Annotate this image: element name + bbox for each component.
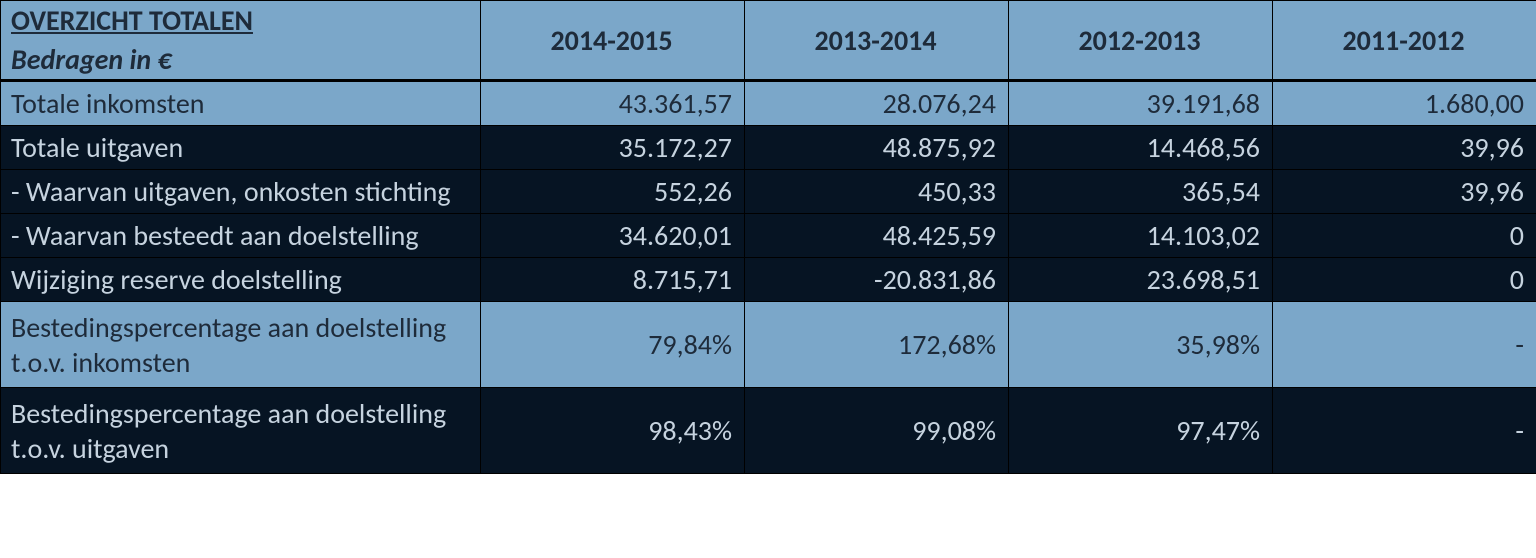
cell-value: -20.831,86	[745, 258, 1009, 302]
row-label: Totale inkomsten	[1, 81, 481, 126]
col-header-2: 2012-2013	[1009, 1, 1273, 81]
row-label: Bestedingspercentage aan doelstelling t.…	[1, 388, 481, 474]
header-row-1: OVERZICHT TOTALEN 2014-2015 2013-2014 20…	[1, 1, 1536, 41]
col-header-3: 2011-2012	[1273, 1, 1536, 81]
col-header-0: 2014-2015	[481, 1, 745, 81]
table-row: Wijziging reserve doelstelling8.715,71-2…	[1, 258, 1536, 302]
cell-value: 14.468,56	[1009, 126, 1273, 170]
cell-value: 99,08%	[745, 388, 1009, 474]
row-label: Totale uitgaven	[1, 126, 481, 170]
cell-value: 48.875,92	[745, 126, 1009, 170]
cell-value: 450,33	[745, 170, 1009, 214]
cell-value: 35.172,27	[481, 126, 745, 170]
row-label: - Waarvan besteedt aan doelstelling	[1, 214, 481, 258]
cell-value: 97,47%	[1009, 388, 1273, 474]
table-row: Bestedingspercentage aan doelstelling t.…	[1, 302, 1536, 388]
row-label: Wijziging reserve doelstelling	[1, 258, 481, 302]
cell-value: 34.620,01	[481, 214, 745, 258]
table-row: - Waarvan uitgaven, onkosten stichting55…	[1, 170, 1536, 214]
row-label: - Waarvan uitgaven, onkosten stichting	[1, 170, 481, 214]
table-row: - Waarvan besteedt aan doelstelling34.62…	[1, 214, 1536, 258]
cell-value: -	[1273, 302, 1536, 388]
col-header-1: 2013-2014	[745, 1, 1009, 81]
overzicht-totalen-table: OVERZICHT TOTALEN 2014-2015 2013-2014 20…	[0, 0, 1536, 474]
cell-value: 552,26	[481, 170, 745, 214]
table-row: Totale uitgaven35.172,2748.875,9214.468,…	[1, 126, 1536, 170]
cell-value: 172,68%	[745, 302, 1009, 388]
cell-value: 23.698,51	[1009, 258, 1273, 302]
table-row: Bestedingspercentage aan doelstelling t.…	[1, 388, 1536, 474]
cell-value: 14.103,02	[1009, 214, 1273, 258]
table-body: Totale inkomsten43.361,5728.076,2439.191…	[1, 81, 1536, 474]
cell-value: 0	[1273, 214, 1536, 258]
cell-value: 79,84%	[481, 302, 745, 388]
cell-value: 39,96	[1273, 170, 1536, 214]
table-container: OVERZICHT TOTALEN 2014-2015 2013-2014 20…	[0, 0, 1536, 474]
table-title: OVERZICHT TOTALEN	[1, 1, 481, 41]
cell-value: 35,98%	[1009, 302, 1273, 388]
cell-value: -	[1273, 388, 1536, 474]
cell-value: 1.680,00	[1273, 81, 1536, 126]
cell-value: 39,96	[1273, 126, 1536, 170]
table-row: Totale inkomsten43.361,5728.076,2439.191…	[1, 81, 1536, 126]
cell-value: 28.076,24	[745, 81, 1009, 126]
cell-value: 39.191,68	[1009, 81, 1273, 126]
cell-value: 48.425,59	[745, 214, 1009, 258]
cell-value: 8.715,71	[481, 258, 745, 302]
table-subtitle: Bedragen in €	[1, 40, 481, 81]
cell-value: 0	[1273, 258, 1536, 302]
cell-value: 365,54	[1009, 170, 1273, 214]
cell-value: 98,43%	[481, 388, 745, 474]
row-label: Bestedingspercentage aan doelstelling t.…	[1, 302, 481, 388]
cell-value: 43.361,57	[481, 81, 745, 126]
